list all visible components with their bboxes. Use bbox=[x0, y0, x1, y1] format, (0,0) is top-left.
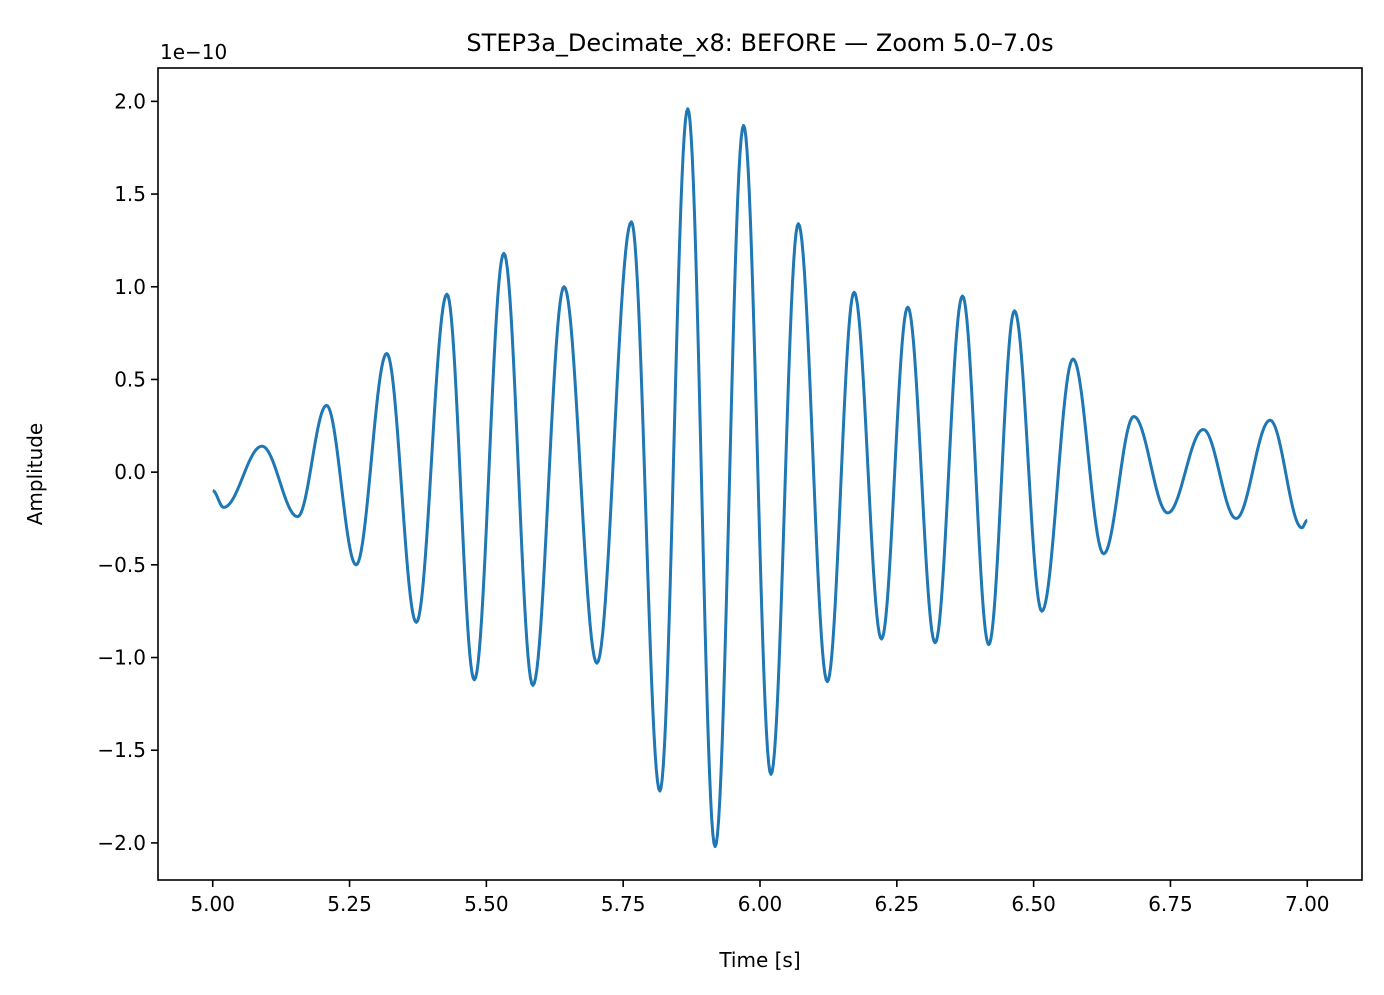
y-tick-label: −1.0 bbox=[97, 646, 146, 670]
series-line-signal bbox=[211, 107, 1309, 849]
y-tick-label: −1.5 bbox=[97, 738, 146, 762]
y-tick-label: 2.0 bbox=[114, 89, 146, 113]
y-axis-offset-label: 1e−10 bbox=[160, 40, 227, 64]
y-tick-label: 0.0 bbox=[114, 460, 146, 484]
y-tick-label: 1.0 bbox=[114, 275, 146, 299]
x-tick-label: 5.25 bbox=[327, 892, 372, 916]
x-tick-label: 7.00 bbox=[1285, 892, 1330, 916]
x-tick-label: 5.75 bbox=[601, 892, 646, 916]
series-layer bbox=[211, 107, 1309, 849]
y-tick-label: −2.0 bbox=[97, 831, 146, 855]
x-tick-label: 6.50 bbox=[1011, 892, 1056, 916]
x-tick-label: 6.00 bbox=[738, 892, 783, 916]
x-tick-label: 6.75 bbox=[1148, 892, 1193, 916]
x-tick-label: 5.00 bbox=[190, 892, 235, 916]
y-tick-label: 0.5 bbox=[114, 367, 146, 391]
x-tick-label: 6.25 bbox=[875, 892, 920, 916]
y-tick-label: −0.5 bbox=[97, 553, 146, 577]
y-axis-ticks: −2.0 −1.5 −1.0 −0.5 0.0 0.5 1.0 1.5 2.0 bbox=[97, 89, 158, 855]
x-axis-ticks: 5.00 5.25 5.50 5.75 6.00 6.25 6.50 6.75 7.00 bbox=[190, 880, 1330, 916]
x-axis-label: Time [s] bbox=[718, 948, 800, 972]
x-tick-label: 5.50 bbox=[464, 892, 509, 916]
y-axis-label: Amplitude bbox=[23, 423, 47, 526]
y-tick-label: 1.5 bbox=[114, 182, 146, 206]
chart-title: STEP3a_Decimate_x8: BEFORE — Zoom 5.0–7.… bbox=[466, 29, 1053, 57]
